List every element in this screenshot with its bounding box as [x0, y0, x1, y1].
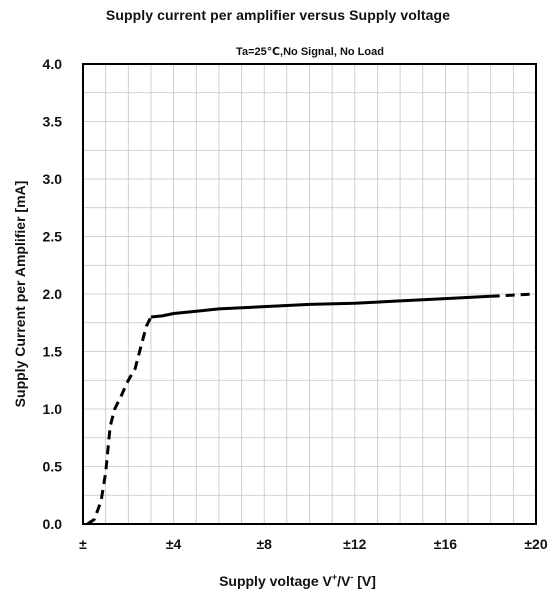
series-line-2-solid [150, 294, 491, 319]
y-tick-label: 0.0 [43, 516, 63, 532]
chart-title: Supply current per amplifier versus Supp… [105, 7, 451, 23]
x-axis-label-sup-minus: - [350, 572, 353, 582]
y-tick-label: 3.0 [43, 171, 63, 187]
series-line-1-dashed [86, 316, 153, 526]
x-tick-label: ±20 [524, 536, 547, 552]
x-tick-label: ±16 [434, 536, 457, 552]
x-tick-label: ±4 [166, 536, 182, 552]
series-line-3-dashed [490, 292, 537, 298]
y-tick-label: 1.5 [43, 344, 63, 360]
y-tick-label: 4.0 [43, 56, 63, 72]
x-axis-label-unit: [V] [353, 573, 376, 589]
plot-frame [82, 63, 537, 525]
y-tick-label: 3.5 [43, 114, 63, 130]
x-tick-label: ±8 [256, 536, 272, 552]
x-axis-label: Supply voltage V+/V- [V] [219, 572, 376, 589]
y-tick-label: 1.0 [43, 401, 63, 417]
y-tick-label: 2.0 [43, 286, 63, 302]
x-axis-label-main: Supply voltage V [219, 573, 332, 589]
y-tick-label: 2.5 [43, 229, 63, 245]
y-tick-labels: 0.0 0.5 1.0 1.5 2.0 2.5 3.0 3.5 4.0 [43, 56, 63, 532]
y-axis-label: Supply Current per Amplifier [mA] [12, 181, 28, 408]
y-tick-label: 0.5 [43, 459, 63, 475]
x-axis-label-mid: /V [337, 573, 351, 589]
x-tick-label: ± [79, 536, 87, 552]
x-tick-labels: ± ±4 ±8 ±12 ±16 ±20 [79, 536, 548, 552]
x-axis-label-sup-plus: + [332, 572, 337, 582]
x-tick-label: ±12 [343, 536, 366, 552]
chart-subtitle: Ta=25℃,No Signal, No Load [236, 46, 384, 58]
grid-layer [83, 64, 536, 524]
series-layer [86, 292, 537, 526]
